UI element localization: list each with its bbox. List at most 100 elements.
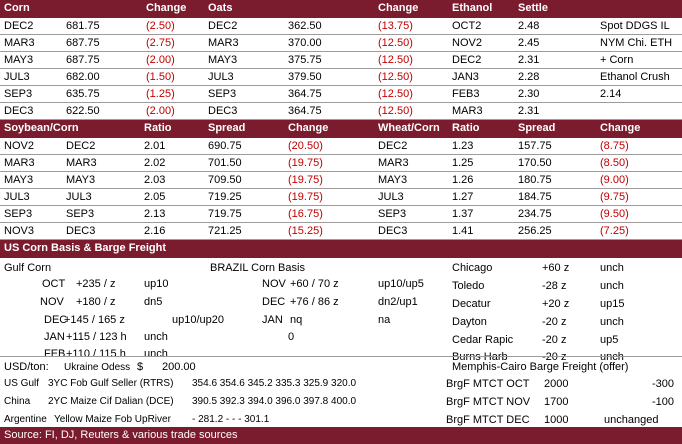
cell-note: Ethanol Crush xyxy=(600,71,670,83)
table2-row: MAR3 MAR3 2.02 701.50 (19.75) MAR3 1.25 170.50 (… xyxy=(0,155,682,172)
interior-basis-value: -20 z xyxy=(542,351,567,363)
cell-chg: (15.25) xyxy=(288,225,323,237)
export-values: 390.5 392.3 394.0 396.0 397.8 400.0 xyxy=(192,396,357,407)
gulf-month: FEB xyxy=(44,348,66,360)
cell-w: JUL3 xyxy=(378,191,404,203)
table1-row: DEC2 681.75 (2.50) DEC2 362.50 (13.75) OCT2 2.4… xyxy=(0,18,682,35)
cell-w-chg: (9.50) xyxy=(600,208,629,220)
cell-c-price: 687.75 xyxy=(66,37,100,49)
interior-basis-change: unch xyxy=(600,280,624,292)
table2-row: SEP3 SEP3 2.13 719.75 (16.75) SEP3 1.37 234.75 (… xyxy=(0,206,682,223)
gulf-basis-value: +180 / z xyxy=(76,296,116,308)
cell-e-month: OCT2 xyxy=(452,20,482,32)
cell-c-price: 635.75 xyxy=(66,88,100,100)
cell-o-chg: (12.50) xyxy=(378,71,413,83)
table1-row: MAY3 687.75 (2.00) MAY3 375.75 (12.50) DEC2 2.3… xyxy=(0,52,682,69)
table2-row: MAY3 MAY3 2.03 709.50 (19.75) MAY3 1.26 180.75 (… xyxy=(0,172,682,189)
cell-w: MAR3 xyxy=(378,157,409,169)
cell-w: DEC3 xyxy=(378,225,408,237)
header-corn: Corn xyxy=(4,2,30,14)
header-change: Change xyxy=(288,122,329,134)
cell-e-month: FEB3 xyxy=(452,88,480,100)
cell-w-chg: (9.75) xyxy=(600,191,629,203)
header-corn-change: Change xyxy=(146,2,187,14)
cell-w-spread: 157.75 xyxy=(518,140,552,152)
interior-basis-change: unch xyxy=(600,351,624,363)
cell-w: SEP3 xyxy=(378,208,407,220)
cell-w-spread: 234.75 xyxy=(518,208,552,220)
cell-c-price: 681.75 xyxy=(66,20,100,32)
cell-ratio: 2.13 xyxy=(144,208,166,220)
cell-s2: MAY3 xyxy=(66,174,96,186)
gulf-month: DEC xyxy=(44,314,68,326)
gulf-basis-change: dn5 xyxy=(144,296,163,308)
interior-basis-value: +60 z xyxy=(542,262,570,274)
brazil-month: JAN xyxy=(262,314,283,326)
cell-note: + Corn xyxy=(600,54,634,66)
cell-c-month: DEC2 xyxy=(4,20,34,32)
header-wheat-ratio: Ratio xyxy=(452,122,480,134)
cell-note: Spot DDGS IL xyxy=(600,20,670,32)
cell-w-spread: 170.50 xyxy=(518,157,552,169)
cell-w-ratio: 1.27 xyxy=(452,191,474,203)
header-ratio: Ratio xyxy=(144,122,172,134)
gulf-basis-value: +110 / 115 h xyxy=(66,348,126,360)
cell-ratio: 2.16 xyxy=(144,225,166,237)
interior-location: Decatur xyxy=(452,298,491,310)
cell-s1: JUL3 xyxy=(4,191,30,203)
export-description: 3YC Fob Gulf Seller (RTRS) xyxy=(48,378,174,389)
source-text: Source: FI, DJ, Reuters & various trade … xyxy=(4,429,238,441)
gulf-month: OCT xyxy=(42,278,66,290)
interior-basis-value: -28 z xyxy=(542,280,567,292)
cell-e-settle: 2.45 xyxy=(518,37,540,49)
cell-s1: MAR3 xyxy=(4,157,35,169)
cell-o-chg: (13.75) xyxy=(378,20,413,32)
cell-c-month: DEC3 xyxy=(4,105,34,117)
cell-o-month: MAY3 xyxy=(208,54,238,66)
cell-c-month: MAY3 xyxy=(4,54,34,66)
interior-location: Cedar Rapic xyxy=(452,334,514,346)
cell-s2: MAR3 xyxy=(66,157,97,169)
cell-s2: DEC2 xyxy=(66,140,96,152)
gulf-basis-change: unch xyxy=(144,331,168,343)
brazil-basis-value: nq xyxy=(290,314,303,326)
interior-basis-change: unch xyxy=(600,316,624,328)
header-wheat-change: Change xyxy=(600,122,641,134)
cell-c-month: SEP3 xyxy=(4,88,33,100)
cell-chg: (16.75) xyxy=(288,208,323,220)
export-description: 2YC Maize Cif Dalian (DCE) xyxy=(48,396,174,407)
cell-note: NYM Chi. ETH xyxy=(600,37,673,49)
brazil-basis-change: dn2/up1 xyxy=(378,296,418,308)
cell-o-price: 364.75 xyxy=(288,88,322,100)
cell-c-chg: (2.75) xyxy=(146,37,175,49)
cell-o-price: 364.75 xyxy=(288,105,322,117)
table2-header: Soybean/Corn Ratio Spread Change Wheat/C… xyxy=(0,120,682,138)
cell-s2: DEC3 xyxy=(66,225,96,237)
cell-c-chg: (1.50) xyxy=(146,71,175,83)
basis-title: US Corn Basis & Barge Freight xyxy=(4,242,166,254)
cell-spread: 719.75 xyxy=(208,208,242,220)
interior-basis-change: up5 xyxy=(600,334,619,346)
cell-w-ratio: 1.26 xyxy=(452,174,474,186)
table1-row: MAR3 687.75 (2.75) MAR3 370.00 (12.50) NOV2 2.4… xyxy=(0,35,682,52)
export-origin: China xyxy=(4,396,31,407)
barge-value: 1700 xyxy=(544,396,569,408)
header-oats: Oats xyxy=(208,2,233,14)
export-values: 354.6 354.6 345.2 335.3 325.9 320.0 xyxy=(192,378,357,389)
brazil-basis-value: 0 xyxy=(288,331,295,343)
cell-o-chg: (12.50) xyxy=(378,37,413,49)
cell-chg: (20.50) xyxy=(288,140,323,152)
barge-label: BrgF MTCT DEC xyxy=(446,414,530,426)
cell-note: 2.14 xyxy=(600,88,622,100)
cell-spread: 701.50 xyxy=(208,157,242,169)
odessa-currency: $ xyxy=(137,361,144,373)
export-values: - 281.2 - - - 301.1 xyxy=(192,414,270,425)
cell-ratio: 2.02 xyxy=(144,157,166,169)
cell-chg: (19.75) xyxy=(288,157,323,169)
brazil-month: NOV xyxy=(262,278,286,290)
interior-basis-value: -20 z xyxy=(542,334,567,346)
basis-header: US Corn Basis & Barge Freight xyxy=(0,240,682,258)
cell-s1: MAY3 xyxy=(4,174,34,186)
cell-o-chg: (12.50) xyxy=(378,105,413,117)
